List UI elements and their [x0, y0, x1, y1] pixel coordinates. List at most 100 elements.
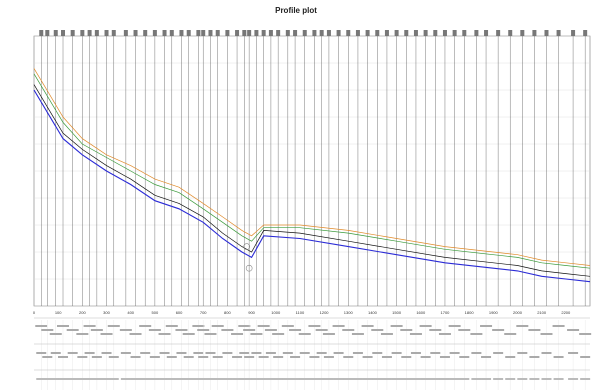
data-table — [34, 317, 590, 371]
table-cell-mark — [232, 356, 243, 358]
station-tag — [186, 30, 191, 36]
table-cell-mark — [492, 329, 505, 331]
table-cell-mark — [130, 356, 141, 358]
station-tag — [571, 30, 576, 36]
table-cell-mark — [516, 325, 529, 327]
station-tag — [196, 30, 201, 36]
table-cell-mark — [107, 325, 120, 327]
table-cell-mark — [401, 356, 412, 358]
table-cell-mark — [57, 325, 70, 327]
x-tick-label: 1300 — [344, 310, 354, 315]
table-cell-mark — [299, 352, 310, 354]
table-cell-mark — [381, 356, 392, 358]
table-cell-mark — [400, 329, 413, 331]
table-cell-mark — [505, 378, 516, 380]
station-tag — [45, 30, 50, 36]
table-cell-mark — [165, 325, 178, 327]
table-cell-mark — [323, 356, 334, 358]
table-cell-mark — [309, 356, 320, 358]
table-cell-mark — [76, 333, 89, 335]
table-cell-mark — [258, 356, 269, 358]
table-cell-mark — [149, 378, 160, 380]
table-cell-mark — [158, 333, 171, 335]
table-cell-mark — [83, 325, 96, 327]
table-cell-mark — [273, 378, 284, 380]
table-cell-mark — [410, 378, 421, 380]
table-cell-mark — [139, 325, 152, 327]
station-tag — [394, 30, 399, 36]
grid-lines — [34, 35, 590, 307]
x-tick-label: 1400 — [368, 310, 378, 315]
table-cell-mark — [282, 378, 293, 380]
x-tick-label: 300 — [103, 310, 110, 315]
table-cell-mark — [420, 356, 431, 358]
table-cell-mark — [371, 329, 384, 331]
table-cell-mark — [343, 378, 354, 380]
station-tag — [336, 30, 341, 36]
table-cell-mark — [251, 378, 262, 380]
table-cell-mark — [309, 378, 320, 380]
table-cell-mark — [333, 352, 344, 354]
station-tag — [442, 30, 447, 36]
table-cell-mark — [140, 378, 151, 380]
table-cell-mark — [419, 325, 432, 327]
station-tag — [254, 30, 259, 36]
table-cell-mark — [541, 352, 552, 354]
table-cell-mark — [517, 352, 528, 354]
table-cell-mark — [264, 329, 277, 331]
table-cell-mark — [67, 352, 78, 354]
station-tag — [556, 30, 561, 36]
table-cell-mark — [480, 325, 493, 327]
table-cell-mark — [101, 378, 112, 380]
table-cell-mark — [221, 329, 234, 331]
table-cell-mark — [420, 378, 431, 380]
table-cell-mark — [352, 352, 363, 354]
table-cell-mark — [448, 325, 461, 327]
x-tick-label: 0 — [33, 310, 36, 315]
table-cell-mark — [193, 352, 204, 354]
table-cell-mark — [429, 329, 442, 331]
node-marker — [243, 243, 251, 250]
table-cell-mark — [439, 356, 450, 358]
table-cell-mark — [322, 333, 335, 335]
chart-title: Profile plot — [275, 6, 317, 15]
table-cell-mark — [333, 378, 344, 380]
station-tag — [433, 30, 438, 36]
station-tag — [133, 30, 138, 36]
table-cell-mark — [299, 378, 310, 380]
node-marker — [245, 264, 253, 272]
station-tag — [508, 30, 513, 36]
table-cell-mark — [505, 356, 516, 358]
table-cell-mark — [481, 356, 492, 358]
x-tick-label: 2000 — [513, 310, 523, 315]
table-cell-mark — [42, 378, 53, 380]
series-line-4 — [33, 73, 591, 269]
x-tick-label: 1900 — [489, 310, 499, 315]
station-tag — [242, 30, 247, 36]
station-tag — [544, 30, 549, 36]
x-tick-label: 500 — [152, 310, 159, 315]
table-cell-mark — [77, 378, 88, 380]
station-tag — [208, 30, 213, 36]
table-cell-mark — [362, 378, 373, 380]
station-tag — [225, 30, 230, 36]
x-tick-label: 1600 — [416, 310, 426, 315]
table-cell-mark — [281, 325, 294, 327]
station-tag — [169, 30, 174, 36]
station-tag — [404, 30, 409, 36]
table-cell-mark — [91, 378, 102, 380]
table-cell-mark — [273, 356, 284, 358]
series-line-1 — [33, 84, 591, 277]
table-cell-mark — [50, 378, 61, 380]
table-cell-mark — [449, 352, 460, 354]
table-cell-mark — [553, 378, 564, 380]
station-tag — [520, 30, 525, 36]
station-tag — [80, 30, 85, 36]
table-cell-mark — [66, 329, 79, 331]
table-cell-mark — [430, 352, 441, 354]
table-cell-mark — [401, 378, 412, 380]
station-tag — [302, 30, 307, 36]
table-cell-mark — [372, 378, 383, 380]
station-tag — [276, 30, 281, 36]
